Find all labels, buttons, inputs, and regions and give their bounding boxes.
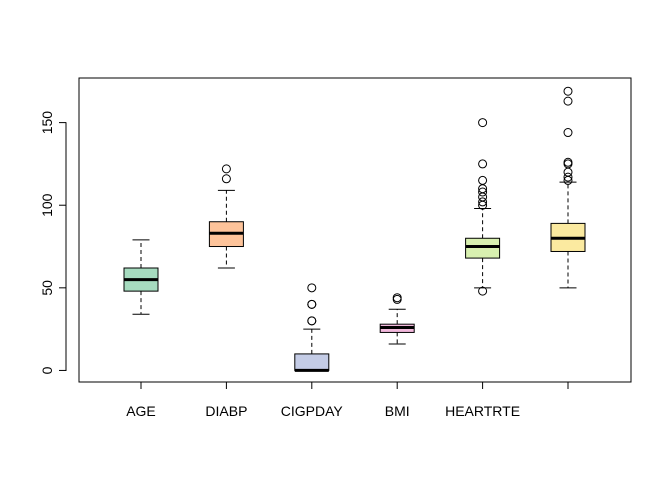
y-axis-ticks: 0 50 100 150: [39, 111, 66, 374]
outlier-point: [307, 283, 317, 293]
outlier-point: [307, 316, 317, 326]
outlier-point: [563, 96, 573, 106]
box-group: [550, 86, 586, 289]
plot-border: [78, 77, 632, 383]
boxes-layer: [123, 86, 586, 372]
outlier-point: [221, 174, 231, 184]
outlier-point: [478, 175, 488, 185]
y-tick-label: 50: [39, 280, 55, 296]
outlier-point: [563, 172, 573, 182]
box-iqr: [465, 237, 501, 259]
box-group: [465, 118, 501, 296]
y-tick-label: 100: [39, 193, 55, 217]
x-tick-label: HEARTRTE: [445, 403, 520, 419]
outlier-point: [478, 197, 488, 207]
box-group: [379, 293, 415, 345]
outlier-point: [478, 118, 488, 128]
x-axis-ticks: AGE DIABP CIGPDAY BMI HEARTRTE: [126, 381, 569, 419]
x-tick-label: DIABP: [205, 403, 247, 419]
outlier-point: [478, 286, 488, 296]
outlier-point: [307, 299, 317, 309]
box-group: [208, 164, 244, 269]
outlier-point: [478, 159, 488, 169]
outlier-point: [478, 187, 488, 197]
box-iqr: [294, 353, 330, 371]
outlier-point: [563, 128, 573, 138]
x-tick-label: BMI: [385, 403, 410, 419]
box-group: [123, 239, 159, 315]
outlier-point: [563, 86, 573, 96]
box-group: [294, 283, 330, 372]
x-tick-label: CIGPDAY: [281, 403, 344, 419]
y-tick-label: 150: [39, 111, 55, 135]
x-tick-label: AGE: [126, 403, 156, 419]
outlier-point: [221, 164, 231, 174]
outlier-point: [392, 293, 402, 303]
y-tick-label: 0: [39, 366, 55, 374]
outlier-point: [563, 157, 573, 167]
outlier-point: [563, 167, 573, 177]
